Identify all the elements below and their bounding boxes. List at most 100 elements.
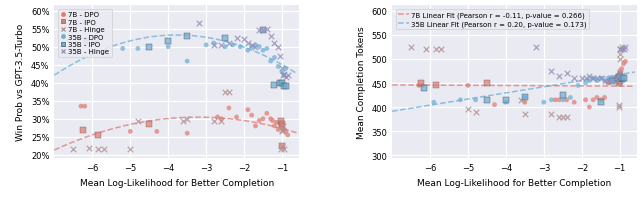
Point [182,60,192,63]
Point [281,85,291,89]
Point [607,80,617,83]
Point [277,123,287,126]
Point [258,117,268,121]
Point [279,128,289,132]
Point [224,42,234,46]
Point [596,77,606,81]
Point [266,117,276,121]
Point [250,125,260,128]
Point [520,101,530,104]
Point [614,58,625,61]
Point [83,146,93,150]
Point [604,80,614,83]
35B Linear Fit (Pearson r = 0.20, p-value = 0.173) [537,87,545,89]
Point [554,75,564,78]
Point [600,96,610,99]
Point [228,44,238,47]
Point [614,80,625,83]
Point [614,70,625,73]
Point [268,119,278,123]
Point [463,84,473,88]
Point [455,99,465,102]
Point [283,75,293,78]
Point [79,105,90,108]
Point [254,119,264,123]
Point [262,112,272,115]
7B Linear Fit (Pearson r = -0.11, p-value = 0.266) [389,84,397,87]
Point [612,77,623,81]
Point [615,77,625,81]
Point [278,125,288,128]
7B Linear Fit (Pearson r = -0.11, p-value = 0.266) [532,85,540,88]
Point [615,53,625,57]
Point [436,48,447,52]
Y-axis label: Mean Completion Tokens: Mean Completion Tokens [357,26,366,138]
Point [277,130,287,133]
Legend: 7B Linear Fit (Pearson r = -0.11, p-value = 0.266), 35B Linear Fit (Pearson r = : 7B Linear Fit (Pearson r = -0.11, p-valu… [396,10,589,30]
Point [269,56,280,60]
Point [596,77,606,81]
Point [607,80,617,83]
Point [618,63,628,66]
Point [281,130,291,133]
Point [76,105,86,108]
Point [209,119,219,123]
Point [243,49,253,53]
X-axis label: Mean Log-Likelihood for Better Completion: Mean Log-Likelihood for Better Completio… [79,178,274,187]
Point [250,44,260,47]
Point [547,99,557,102]
Point [193,22,204,26]
Point [220,46,230,49]
Point [573,84,583,88]
Point [406,46,416,49]
Point [618,77,628,81]
Point [93,148,103,151]
Point [557,94,568,97]
Point [500,101,511,104]
35B Linear Fit (Pearson r = 0.20, p-value = 0.173) [609,75,616,78]
Point [152,130,162,133]
Point [614,72,625,76]
Point [276,119,286,123]
Point [212,116,223,119]
Point [277,128,287,132]
7B Linear Fit (Pearson r = -0.11, p-value = 0.266) [533,85,541,88]
Point [77,129,88,132]
Point [620,46,630,49]
Line: 35B Linear Fit (Pearson r = 0.20, p-value = 0.173): 35B Linear Fit (Pearson r = 0.20, p-valu… [392,73,635,112]
7B Linear Fit (Pearson r = -0.11, p-value = 0.266) [388,84,396,87]
Point [419,87,429,90]
Point [417,84,428,88]
Point [577,77,587,81]
Point [254,46,264,49]
Point [216,119,227,123]
Point [269,125,280,128]
Point [235,46,245,49]
Point [580,82,591,85]
Point [612,75,623,78]
Point [277,67,287,71]
Point [607,77,617,81]
Point [182,132,192,135]
Point [588,99,598,102]
Point [262,28,272,31]
Point [611,80,621,83]
Point [596,101,606,104]
Point [516,99,526,102]
Point [220,37,230,40]
Point [179,119,189,123]
Point [620,60,630,64]
Point [269,83,280,87]
Point [279,75,289,78]
Point [470,111,481,114]
Point [277,71,287,74]
Point [588,77,598,81]
Point [561,99,572,102]
Point [520,96,530,99]
Point [614,106,624,109]
Point [279,148,289,151]
Point [262,48,272,51]
Point [278,75,288,78]
Point [254,30,264,33]
Point [125,148,136,151]
